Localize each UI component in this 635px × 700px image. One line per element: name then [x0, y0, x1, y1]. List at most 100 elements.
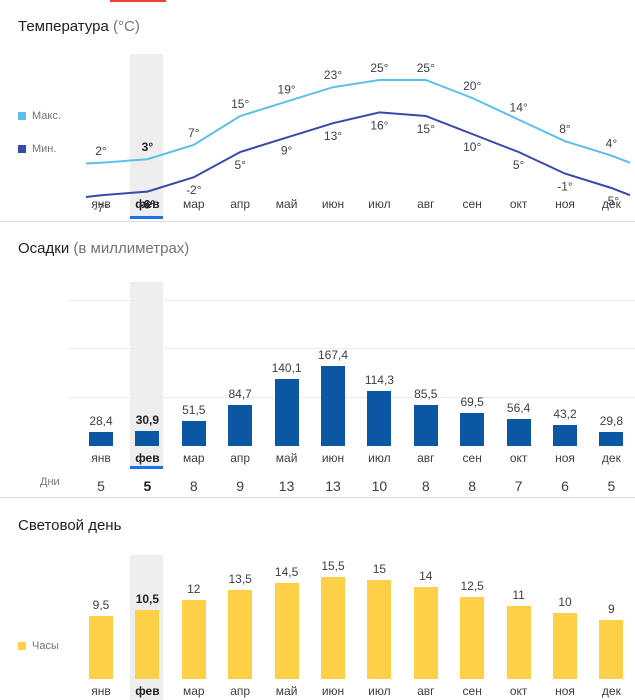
temp-month-10[interactable]: окт	[509, 197, 528, 211]
precip-value-label-10: 56,4	[506, 400, 531, 415]
precip-bar-11	[553, 425, 577, 446]
max-temp-label-6: 23°	[324, 68, 342, 82]
precip-bar-8	[413, 404, 438, 446]
precip-month-8[interactable]: авг	[417, 451, 435, 465]
precip-month-10[interactable]: окт	[509, 451, 528, 465]
rain-days-3: 8	[189, 478, 198, 494]
precip-month-11[interactable]: ноя	[555, 451, 575, 465]
legend-max-swatch	[18, 112, 26, 120]
daylight-month-5[interactable]: май	[275, 684, 298, 698]
rain-days-5: 13	[278, 478, 295, 494]
rain-days-10: 7	[514, 478, 523, 494]
precip-value-label-12: 29,8	[599, 413, 624, 428]
precip-month-7[interactable]: июл	[368, 451, 391, 465]
days-label: Дни	[40, 476, 60, 488]
rain-days-1: 5	[97, 478, 105, 494]
max-temp-label-2: 3°	[142, 140, 154, 154]
daylight-month-7[interactable]: июл	[368, 684, 391, 698]
precip-month-9[interactable]: сен	[462, 451, 482, 465]
rain-days-2: 5	[143, 478, 152, 494]
precip-month-2[interactable]: фев	[135, 451, 160, 465]
max-temp-label-4: 15°	[231, 97, 249, 111]
daylight-bar-2	[135, 609, 160, 679]
precip-bar-3	[181, 421, 206, 446]
precip-value-label-9: 69,5	[460, 394, 484, 409]
max-temp-label-10: 14°	[510, 101, 528, 115]
daylight-month-6[interactable]: июн	[321, 684, 345, 698]
legend-hours-swatch	[18, 642, 26, 650]
temp-month-8[interactable]: авг	[417, 197, 435, 211]
precip-value-label-7: 114,3	[364, 373, 394, 388]
gridline	[68, 300, 635, 301]
daylight-value-label-5: 14,5	[274, 565, 299, 580]
precip-month-4[interactable]: апр	[230, 451, 251, 465]
temp-month-2[interactable]: фев	[135, 197, 160, 211]
legend-min-swatch	[18, 145, 26, 153]
daylight-month-4[interactable]: апр	[230, 684, 251, 698]
min-temp-label-4: 5°	[234, 158, 246, 172]
daylight-month-1[interactable]: янв	[91, 684, 111, 698]
legend-min-label: Мин.	[32, 143, 57, 155]
temp-month-6[interactable]: июн	[321, 197, 345, 211]
gridline	[68, 348, 635, 349]
rain-days-9: 8	[468, 478, 477, 494]
daylight-month-12[interactable]: дек	[601, 684, 621, 698]
rain-days-4: 9	[236, 478, 245, 494]
temp-month-4[interactable]: апр	[230, 197, 251, 211]
min-temp-label-1: -7°	[93, 201, 109, 215]
precip-month-1[interactable]: янв	[91, 451, 111, 465]
daylight-bar-8	[413, 586, 438, 679]
precip-bar-2	[135, 431, 160, 446]
daylight-value-label-1: 9,5	[92, 598, 110, 613]
daylight-value-label-10: 11	[512, 588, 525, 603]
daylight-value-label-7: 15	[372, 562, 387, 576]
temp-month-3[interactable]: мар	[182, 197, 205, 211]
rain-days-11: 6	[561, 478, 569, 494]
daylight-value-label-3: 12	[187, 581, 201, 596]
daylight-bar-3	[181, 599, 206, 679]
min-temp-label-8: 15°	[417, 122, 435, 136]
legend-hours-label: Часы	[32, 640, 59, 652]
temp-month-1[interactable]: янв	[91, 197, 111, 211]
daylight-value-label-6: 15,5	[321, 558, 345, 573]
precipitation-title-text: Осадки	[18, 240, 70, 257]
daylight-month-9[interactable]: сен	[462, 684, 482, 698]
daylight-month-2[interactable]: фев	[135, 684, 160, 698]
daylight-bar-7	[367, 580, 392, 679]
daylight-month-8[interactable]: авг	[417, 684, 435, 698]
temp-month-5[interactable]: май	[275, 197, 298, 211]
daylight-bar-4	[228, 589, 253, 679]
daylight-month-11[interactable]: ноя	[555, 684, 575, 698]
temp-month-11[interactable]: ноя	[555, 197, 575, 211]
min-temp-label-10: 5°	[513, 158, 525, 172]
precip-value-label-8: 85,5	[414, 386, 438, 401]
temperature-chart: 2° 3° 7° 15° 19° 23° 25° 25° 20° 14° 8° 4° -7° -6° -2°…	[85, 61, 631, 215]
max-temp-label-3: 7°	[188, 126, 200, 140]
daylight-value-label-2: 10,5	[135, 591, 160, 606]
precip-value-label-6: 167,4	[317, 347, 349, 362]
temp-month-7[interactable]: июл	[368, 197, 391, 211]
max-temp-label-12: 4°	[606, 137, 618, 151]
daylight-value-label-4: 13,5	[228, 571, 252, 586]
precip-month-3[interactable]: мар	[182, 451, 205, 465]
precip-bar-12	[599, 431, 624, 446]
min-temperature-line	[85, 111, 631, 198]
min-temp-label-6: 13°	[324, 129, 342, 143]
legend-hours: Часы	[18, 640, 59, 652]
max-temp-label-8: 25°	[417, 61, 435, 75]
max-temp-label-7: 25°	[370, 61, 388, 75]
temp-month-12[interactable]: дек	[601, 197, 621, 211]
rain-days-7: 10	[371, 478, 388, 494]
temperature-unit: (°C)	[113, 18, 140, 35]
max-temperature-line	[85, 79, 631, 165]
daylight-month-3[interactable]: мар	[182, 684, 205, 698]
precip-month-6[interactable]: июн	[321, 451, 345, 465]
top-accent-bar	[110, 0, 166, 2]
precip-bar-5	[274, 378, 299, 446]
precip-month-5[interactable]: май	[275, 451, 298, 465]
daylight-value-label-8: 14	[419, 568, 433, 583]
temp-month-9[interactable]: сен	[462, 197, 482, 211]
precip-month-12[interactable]: дек	[601, 451, 621, 465]
daylight-month-10[interactable]: окт	[509, 684, 528, 698]
legend-min: Мин.	[18, 143, 56, 155]
